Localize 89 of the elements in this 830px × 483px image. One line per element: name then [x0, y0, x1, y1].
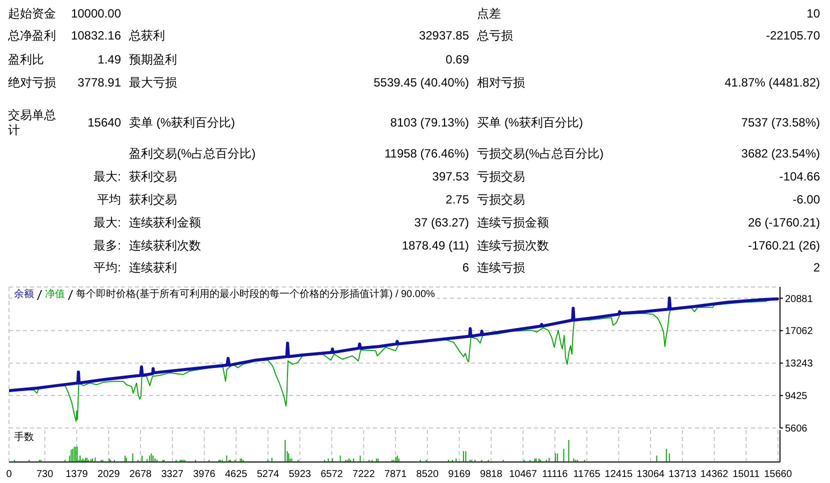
text: 平均 [97, 192, 121, 206]
text: 11958 (76.46%) [384, 146, 469, 160]
text: 绝对亏损 [8, 76, 56, 90]
text: 10000.00 [70, 6, 121, 20]
text: 2 [813, 260, 820, 274]
text: 8103 (79.13%) [390, 116, 469, 130]
text: 连续获利金额 [129, 216, 201, 230]
text: 连续亏损金额 [477, 216, 549, 230]
text: 余额 [14, 289, 34, 301]
y-tick-label: 20881 [785, 294, 814, 305]
text: 总获利 [129, 28, 165, 42]
text: -104.66 [779, 170, 820, 184]
text: 10 [806, 6, 820, 20]
x-tick-label: 11765 [573, 469, 601, 480]
text: 1.49 [98, 52, 121, 66]
text: 3778.91 [78, 76, 121, 90]
text: 平均: [94, 260, 121, 274]
text: 盈利交易(%占总百分比) [129, 146, 256, 160]
text: 15640 [88, 116, 121, 130]
text: 最大: [94, 216, 121, 230]
text: 3682 (23.54%) [741, 146, 820, 160]
x-tick-label: 2678 [129, 469, 152, 480]
text: 预期盈利 [129, 52, 177, 66]
x-tick-label: 730 [36, 469, 54, 480]
x-tick-label: 3976 [193, 469, 216, 480]
x-tick-label: 14362 [700, 469, 729, 480]
text: 买单 (%获利百分比) [477, 116, 583, 130]
text: 相对亏损 [477, 76, 525, 90]
x-tick-label: 4625 [225, 469, 248, 480]
text: 总净盈利 [8, 28, 56, 42]
text: 41.87% (4481.82) [724, 76, 820, 90]
x-tick-label: 9818 [480, 469, 503, 480]
text: 最多: [94, 238, 121, 252]
y-tick-label: 5606 [785, 424, 808, 435]
text: 卖单 (%获利百分比) [129, 116, 235, 130]
text: 起始资金 [8, 6, 56, 20]
x-tick-label: 7222 [352, 469, 376, 480]
text: 最大: [94, 170, 121, 184]
x-tick-label: 0 [6, 469, 12, 480]
text: 2.75 [446, 192, 469, 206]
text: 5539.45 (40.40%) [374, 76, 469, 90]
text: 亏损交易 [477, 170, 525, 184]
text: 10832.16 [70, 28, 121, 42]
x-tick-label: 15660 [764, 469, 792, 480]
text: 1878.49 (11) [402, 238, 469, 252]
x-tick-label: 8520 [416, 469, 439, 480]
text: 连续获利 [129, 260, 177, 274]
y-tick-label: 9425 [785, 391, 808, 402]
text: 37 (63.27) [414, 216, 469, 230]
text: 盈利比 [8, 52, 44, 66]
text: 获利交易 [129, 192, 177, 206]
x-tick-label: 11116 [542, 469, 568, 480]
text: -1760.21 (26) [748, 238, 820, 252]
text: 净值 [45, 289, 65, 301]
x-tick-label: 9169 [448, 469, 471, 480]
chart-title: 手数 [14, 432, 34, 444]
text: 交易单总计 [8, 108, 56, 137]
text: 连续获利次数 [129, 238, 201, 252]
text: 总亏损 [477, 28, 513, 42]
x-tick-label: 13713 [668, 469, 697, 480]
text: 最大亏损 [129, 76, 177, 90]
text: -22105.70 [766, 28, 820, 42]
text: 26 (-1760.21) [748, 216, 820, 230]
text: 亏损交易 [477, 192, 525, 206]
x-tick-label: 10467 [509, 469, 538, 480]
text: 397.53 [432, 170, 469, 184]
text: 7537 (73.58%) [741, 116, 820, 130]
text: -6.00 [792, 192, 820, 206]
text: 获利交易 [129, 170, 177, 184]
text: 32937.85 [418, 28, 469, 42]
x-tick-label: 2029 [98, 469, 120, 480]
chart-subtitle: 每个即时价格(基于所有可利用的最小时段的每一个价格的分形插值计算) / 90.00% [76, 289, 435, 301]
x-tick-label: 3327 [161, 469, 184, 480]
x-tick-label: 6572 [320, 469, 344, 480]
x-tick-label: 5923 [288, 469, 312, 480]
text: 连续亏损 [477, 260, 525, 274]
x-tick-label: 15011 [732, 469, 760, 480]
text: 点差 [477, 6, 501, 20]
text: 连续亏损次数 [477, 238, 549, 252]
x-tick-label: 1379 [66, 469, 88, 480]
x-tick-label: 12415 [604, 469, 634, 480]
x-tick-label: 5274 [256, 469, 280, 480]
text: 亏损交易(%占总百分比) [477, 146, 604, 160]
text: 0.69 [446, 52, 469, 66]
x-tick-label: 13064 [636, 469, 665, 480]
text: 6 [462, 260, 469, 274]
x-tick-label: 7871 [384, 469, 408, 480]
y-tick-label: 17062 [785, 326, 814, 338]
y-tick-label: 13243 [785, 358, 814, 370]
